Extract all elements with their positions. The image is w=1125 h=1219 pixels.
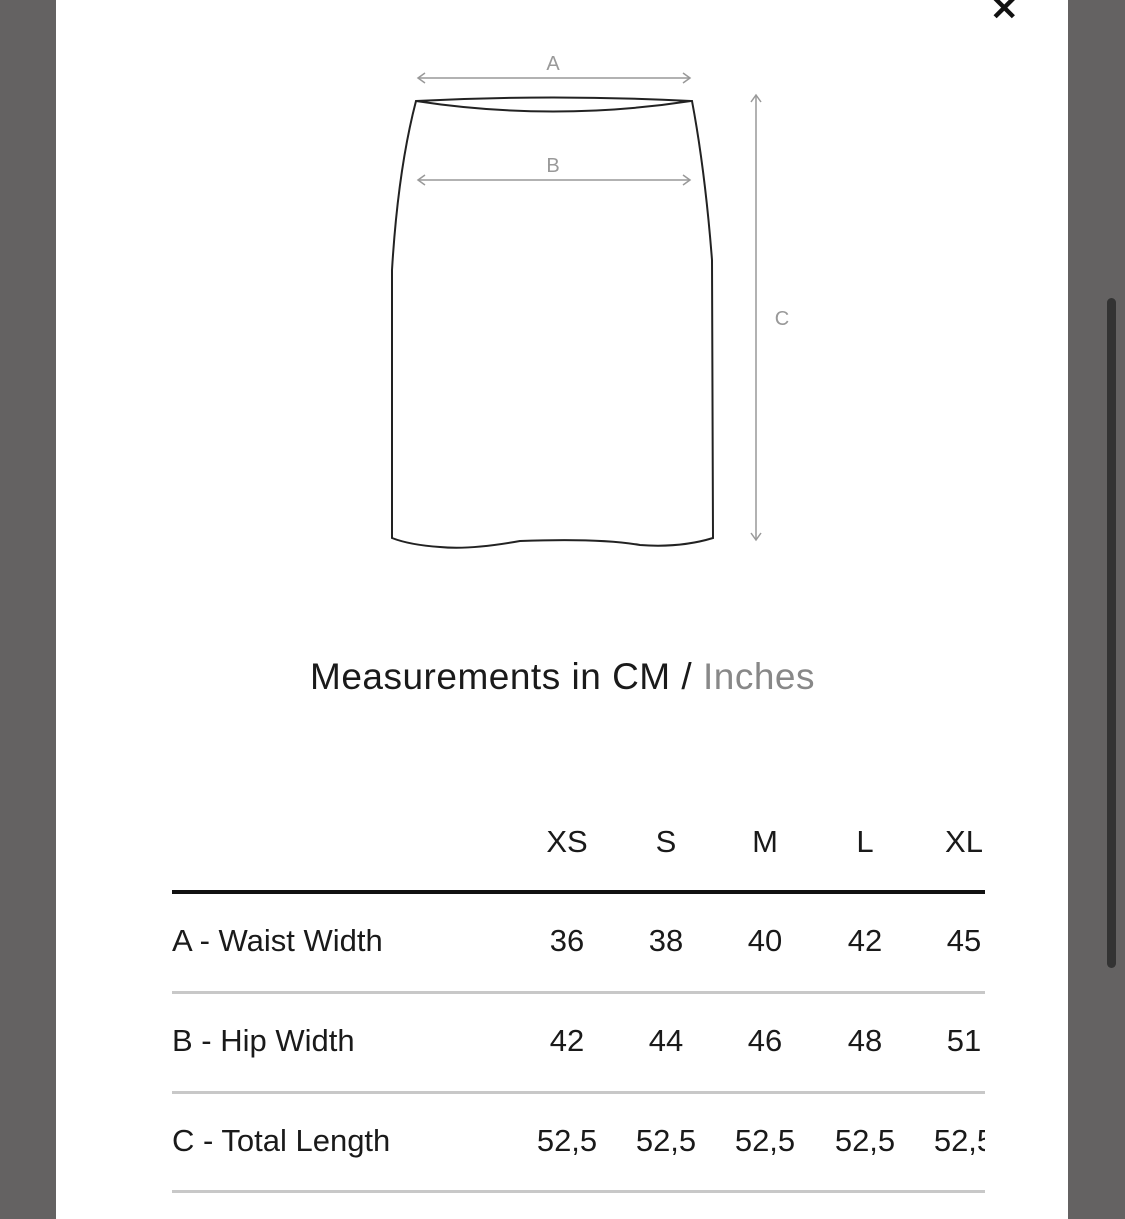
row-divider: [172, 991, 985, 994]
size-l: L: [856, 824, 874, 859]
label-a: A: [546, 53, 560, 75]
skirt-diagram: A B C: [391, 53, 789, 549]
label-c: C: [775, 308, 789, 330]
label-b: B: [546, 155, 559, 177]
size-xl: XL: [945, 824, 983, 859]
header-divider: [172, 890, 985, 894]
row-divider: [172, 1190, 985, 1193]
unit-cm[interactable]: CM: [612, 656, 671, 697]
size-table: XS S M L XL A - Waist Width 36 38 40 42 …: [172, 0, 985, 1219]
row-divider: [172, 1091, 985, 1094]
size-guide-modal: [56, 0, 1068, 1219]
close-icon[interactable]: ✕: [990, 0, 1019, 28]
unit-inches[interactable]: Inches: [702, 656, 815, 697]
skirt-waistband: [415, 100, 692, 113]
skirt-outline: [391, 96, 715, 549]
scrollbar[interactable]: [1107, 298, 1116, 968]
size-s: S: [655, 824, 677, 859]
measurement-heading: Measurements in CM / Inches: [310, 656, 815, 697]
size-xs: XS: [546, 824, 588, 859]
size-m: M: [752, 824, 778, 859]
